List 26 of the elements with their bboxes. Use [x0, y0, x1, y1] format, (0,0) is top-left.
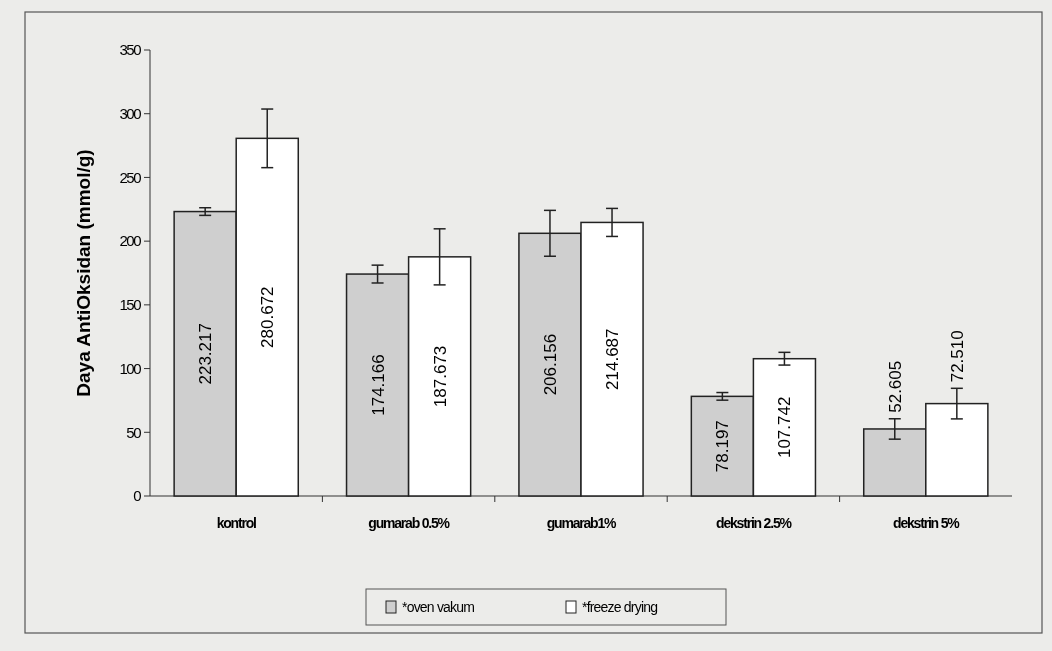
x-tick-label: dekstrin 2.5%: [716, 515, 793, 531]
data-label: 78.197: [713, 420, 733, 473]
x-tick-label: dekstrin 5%: [893, 515, 961, 531]
x-tick-label: kontrol: [216, 515, 257, 531]
data-label: 206.156: [540, 333, 560, 396]
data-label: 52.605: [885, 360, 905, 413]
y-tick-label: 200: [119, 232, 142, 250]
data-label: 280.672: [258, 286, 278, 348]
data-label: 72.510: [947, 330, 967, 383]
y-tick-label: 300: [119, 104, 142, 122]
y-tick-label: 150: [119, 296, 142, 314]
data-label: 223.217: [196, 323, 216, 385]
y-tick-label: 250: [119, 168, 142, 186]
y-tick-label: 350: [119, 41, 142, 59]
y-tick-label: 50: [126, 423, 142, 441]
x-tick-label: gumarab1%: [546, 515, 618, 531]
y-axis-title: Daya AntiOksidan (mmol/g): [73, 149, 94, 397]
data-label: 107.742: [775, 396, 795, 459]
data-label: 187.673: [430, 345, 450, 408]
x-tick-label: gumarab 0.5%: [368, 515, 451, 531]
y-tick-label: 100: [119, 359, 142, 377]
legend-label: *oven vakum: [402, 599, 475, 615]
y-tick-label: 0: [133, 487, 142, 505]
legend-label: *freeze drying: [582, 599, 658, 615]
data-label: 214.687: [603, 328, 623, 390]
data-label: 174.166: [368, 354, 388, 416]
